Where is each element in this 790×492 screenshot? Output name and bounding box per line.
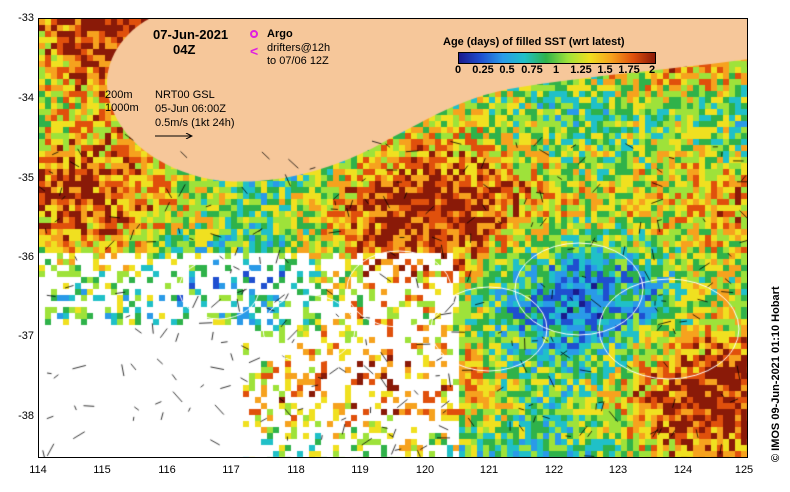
isobath-1000-label: 1000m	[105, 102, 139, 114]
x-tick: 119	[351, 464, 369, 476]
x-tick: 123	[608, 464, 628, 476]
legend-tick: 1	[552, 64, 560, 76]
legend-tick: 0.5	[499, 64, 515, 76]
x-tick: 120	[415, 464, 435, 476]
x-tick: 118	[287, 464, 305, 476]
x-tick: 114	[29, 464, 47, 476]
legend-tick: 0.25	[472, 64, 494, 76]
x-tick: 122	[544, 464, 564, 476]
x-tick: 124	[673, 464, 693, 476]
speed-scale-label: 0.5m/s (1kt 24h)	[155, 117, 235, 129]
sst-age-field	[39, 19, 747, 457]
product-time: 05-Jun 06:00Z	[155, 103, 226, 115]
argo-label: Argo	[267, 28, 293, 40]
drifters-window: to 07/06 12Z	[267, 55, 329, 67]
drifter-track-icon: <	[250, 43, 259, 59]
legend-tick: 0	[454, 64, 462, 76]
x-tick: 117	[222, 464, 240, 476]
x-tick: 121	[479, 464, 499, 476]
legend-colorbar	[458, 52, 656, 64]
legend-tick: 0.75	[521, 64, 543, 76]
map-time: 04Z	[173, 42, 196, 57]
x-tick: 115	[93, 464, 111, 476]
imos-credit: © IMOS 09-Jun-2021 01:10 Hobart	[770, 286, 782, 462]
product-label: NRT00 GSL	[155, 89, 215, 101]
x-tick: 125	[734, 464, 754, 476]
argo-float-icon	[250, 30, 258, 38]
isobath-200-label: 200m	[105, 89, 133, 101]
speed-scale-arrow-icon	[155, 133, 193, 139]
drifters-label: drifters@12h	[267, 42, 331, 54]
legend-tick: 1.25	[570, 64, 592, 76]
y-tick: -33	[18, 12, 34, 24]
y-tick: -38	[18, 410, 34, 422]
legend-tick: 2	[648, 64, 656, 76]
sst-age-map	[38, 18, 748, 458]
y-tick: -36	[18, 251, 34, 263]
y-tick: -34	[18, 92, 34, 104]
legend-title: Age (days) of filled SST (wrt latest)	[443, 36, 625, 48]
x-tick: 116	[158, 464, 176, 476]
map-date: 07-Jun-2021	[153, 27, 229, 42]
y-tick: -37	[18, 330, 34, 342]
legend-tick: 1.75	[618, 64, 640, 76]
legend-tick: 1.5	[597, 64, 613, 76]
y-tick: -35	[18, 172, 34, 184]
